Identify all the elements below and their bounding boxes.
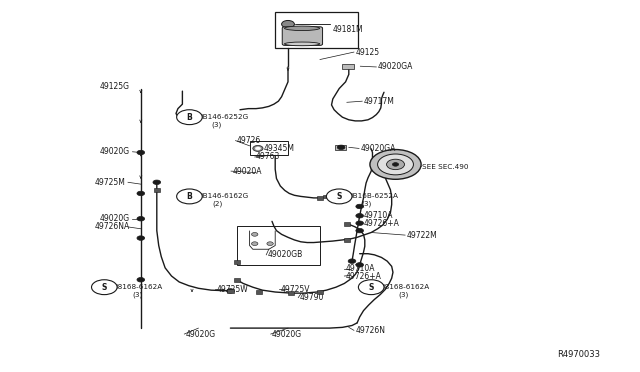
Text: 49020G: 49020G (99, 147, 129, 156)
Circle shape (378, 154, 413, 175)
Circle shape (137, 217, 145, 221)
Circle shape (387, 159, 404, 170)
Ellipse shape (284, 26, 320, 31)
Text: 49020G: 49020G (99, 214, 129, 223)
Ellipse shape (284, 42, 320, 46)
Text: 49722M: 49722M (406, 231, 437, 240)
FancyBboxPatch shape (317, 196, 323, 200)
Circle shape (348, 259, 356, 263)
FancyBboxPatch shape (227, 289, 234, 293)
Text: 49020A: 49020A (232, 167, 262, 176)
FancyBboxPatch shape (344, 238, 350, 242)
FancyBboxPatch shape (323, 195, 330, 198)
Text: 49125: 49125 (355, 48, 380, 57)
Circle shape (337, 145, 345, 150)
Circle shape (370, 150, 421, 179)
Circle shape (392, 163, 399, 166)
FancyBboxPatch shape (256, 290, 262, 294)
Circle shape (267, 242, 273, 246)
Circle shape (153, 180, 161, 185)
Circle shape (137, 236, 145, 240)
Text: 49020GA: 49020GA (378, 62, 413, 71)
FancyBboxPatch shape (234, 278, 240, 282)
Text: 0B16B-6252A: 0B16B-6252A (349, 193, 399, 199)
Text: 49710A: 49710A (364, 211, 393, 220)
FancyBboxPatch shape (282, 27, 323, 45)
Text: S: S (337, 192, 342, 201)
Text: 08168-6162A: 08168-6162A (381, 284, 430, 290)
Text: S: S (102, 283, 107, 292)
Text: 49726NA: 49726NA (95, 222, 130, 231)
Text: 49726: 49726 (237, 136, 261, 145)
Text: 49125G: 49125G (99, 82, 129, 91)
Text: 49790: 49790 (300, 293, 324, 302)
Text: 49020GB: 49020GB (268, 250, 303, 259)
Text: S: S (369, 283, 374, 292)
FancyBboxPatch shape (237, 226, 320, 265)
FancyBboxPatch shape (275, 12, 358, 48)
Text: (3): (3) (132, 291, 143, 298)
Circle shape (356, 263, 364, 267)
Circle shape (137, 191, 145, 196)
Text: 49725V: 49725V (280, 285, 310, 294)
Text: B: B (187, 192, 192, 201)
Circle shape (356, 228, 364, 233)
Text: 49763: 49763 (256, 153, 280, 161)
Circle shape (356, 221, 364, 225)
Circle shape (177, 110, 202, 125)
Text: 49725W: 49725W (216, 285, 248, 294)
Text: B: B (187, 113, 192, 122)
FancyBboxPatch shape (234, 260, 240, 264)
Text: 49710A: 49710A (346, 264, 375, 273)
Text: 0B146-6162G: 0B146-6162G (198, 193, 249, 199)
Circle shape (137, 278, 145, 282)
Circle shape (253, 145, 263, 151)
Circle shape (282, 20, 294, 28)
FancyBboxPatch shape (344, 222, 350, 226)
Text: 49726+A: 49726+A (346, 272, 381, 280)
Circle shape (255, 147, 260, 150)
FancyBboxPatch shape (250, 141, 288, 155)
Text: 49020G: 49020G (272, 330, 302, 339)
Text: 49181M: 49181M (333, 25, 364, 34)
Text: 49726N: 49726N (355, 326, 385, 335)
Text: 49345M: 49345M (264, 144, 294, 153)
Text: 49717M: 49717M (364, 97, 394, 106)
Circle shape (252, 232, 258, 236)
Text: SEE SEC.490: SEE SEC.490 (422, 164, 469, 170)
Text: 49020GA: 49020GA (360, 144, 396, 153)
Text: (3): (3) (362, 201, 372, 207)
FancyBboxPatch shape (154, 188, 160, 192)
FancyBboxPatch shape (317, 290, 323, 294)
FancyBboxPatch shape (342, 64, 354, 69)
Text: 49020G: 49020G (186, 330, 216, 339)
Circle shape (92, 280, 117, 295)
FancyBboxPatch shape (335, 145, 346, 150)
Text: 08168-6162A: 08168-6162A (114, 284, 163, 290)
Circle shape (252, 242, 258, 246)
Circle shape (227, 289, 234, 293)
Text: R4970033: R4970033 (557, 350, 600, 359)
Circle shape (137, 150, 145, 155)
Text: 0B146-6252G: 0B146-6252G (198, 114, 249, 120)
Text: (2): (2) (212, 201, 223, 207)
FancyBboxPatch shape (288, 291, 294, 295)
Text: (3): (3) (398, 291, 408, 298)
Circle shape (326, 189, 352, 204)
Circle shape (356, 204, 364, 209)
Text: 49725M: 49725M (95, 178, 125, 187)
Circle shape (177, 189, 202, 204)
Circle shape (358, 280, 384, 295)
Circle shape (356, 214, 364, 218)
Text: (3): (3) (211, 121, 221, 128)
Text: 49726+A: 49726+A (364, 219, 399, 228)
